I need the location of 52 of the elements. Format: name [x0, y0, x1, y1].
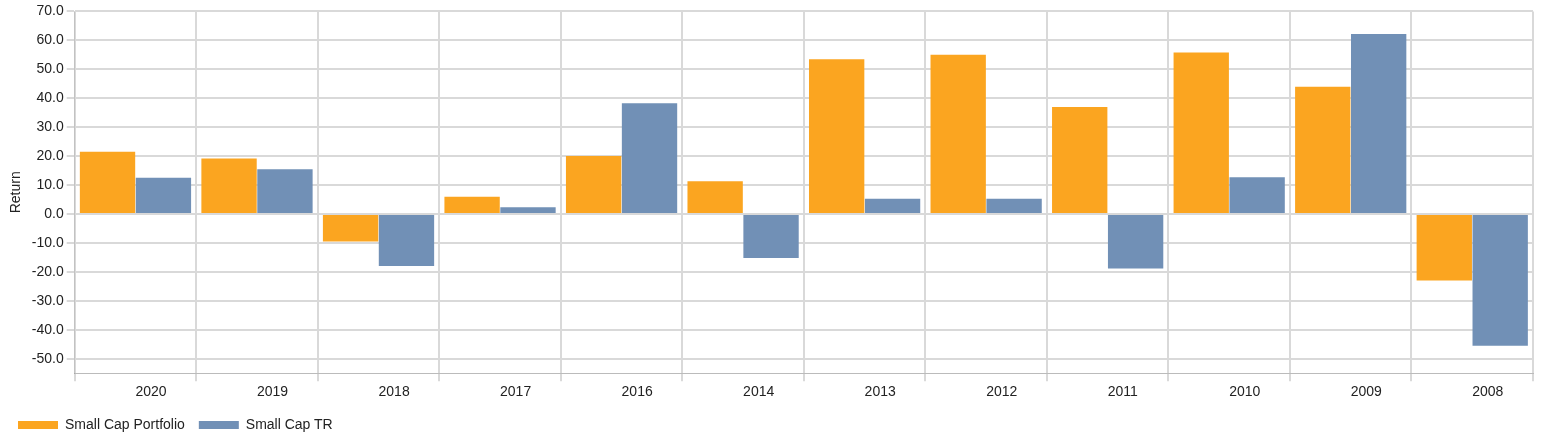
y-tick-label: 30.0	[36, 118, 64, 135]
bar	[1107, 215, 1164, 269]
x-tick-label: 2020	[135, 383, 167, 400]
x-tick-label: 2009	[1350, 383, 1383, 400]
bar	[1416, 215, 1472, 281]
y-tick-label: -50.0	[31, 349, 64, 366]
y-tick-label: -40.0	[31, 320, 64, 337]
x-tick-label: 2008	[1472, 383, 1504, 400]
y-axis-title: Return	[7, 171, 24, 214]
x-tick-label: 2017	[500, 383, 532, 400]
bar	[1229, 177, 1285, 214]
y-tick-label: -10.0	[31, 233, 64, 250]
legend-label: Small Cap Portfolio	[65, 415, 186, 432]
y-tick-label: 20.0	[36, 146, 64, 163]
x-tick-label: 2016	[621, 383, 653, 400]
bar	[1295, 86, 1351, 214]
y-tick-label: -20.0	[31, 262, 64, 279]
bar	[1052, 106, 1108, 214]
bar	[378, 215, 435, 267]
bar	[79, 151, 136, 214]
y-tick-label: 40.0	[36, 89, 64, 106]
y-tick-label: 50.0	[36, 60, 64, 77]
x-tick-label: 2014	[743, 383, 775, 400]
bar	[930, 54, 986, 214]
bar	[986, 198, 1042, 214]
x-tick-label: 2010	[1229, 383, 1261, 400]
bar	[864, 198, 921, 214]
bar	[809, 59, 865, 214]
bar	[1350, 33, 1407, 214]
bar	[687, 181, 743, 214]
bar	[257, 169, 313, 214]
y-tick-label: 60.0	[36, 31, 64, 48]
bar	[1472, 215, 1528, 346]
y-tick-label: 70.0	[36, 2, 64, 19]
bar	[500, 207, 556, 214]
bar	[444, 196, 500, 214]
x-tick-label: 2018	[378, 383, 410, 400]
x-tick-label: 2019	[257, 383, 289, 400]
bar	[621, 103, 678, 214]
x-tick-label: 2011	[1107, 383, 1138, 400]
y-tick-label: 0.0	[44, 204, 64, 221]
bar	[1173, 52, 1229, 214]
legend-label: Small Cap TR	[245, 415, 333, 432]
y-tick-label: 10.0	[36, 175, 64, 192]
x-tick-label: 2012	[986, 383, 1018, 400]
x-tick-label: 2013	[864, 383, 896, 400]
bar	[201, 158, 257, 214]
bar	[743, 215, 799, 258]
bar	[135, 177, 192, 214]
bar	[565, 156, 622, 214]
bar	[322, 215, 379, 242]
y-tick-label: -30.0	[31, 291, 64, 308]
